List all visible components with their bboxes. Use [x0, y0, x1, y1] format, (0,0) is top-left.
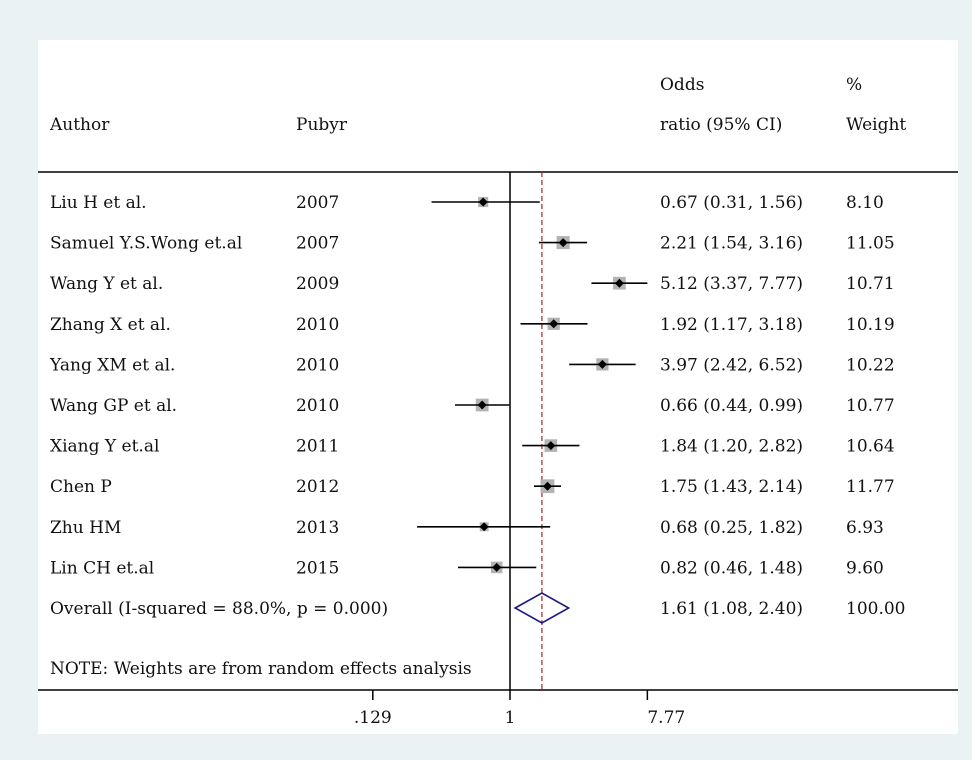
study-or-text: 0.82 (0.46, 1.48) [660, 558, 803, 578]
study-point-marker [478, 197, 488, 207]
study-or-text: 0.66 (0.44, 0.99) [660, 396, 803, 416]
study-weight: 10.22 [846, 355, 895, 375]
study-pubyr: 2009 [296, 274, 339, 294]
study-author: Wang GP et al. [50, 396, 177, 416]
study-weight: 9.60 [846, 558, 884, 578]
study-point-marker [549, 319, 559, 329]
x-tick-label: 1 [505, 708, 516, 728]
study-weight: 8.10 [846, 193, 884, 213]
x-tick-label: 7.77 [647, 708, 685, 728]
x-tick-label: .129 [354, 708, 392, 728]
study-point-marker [597, 359, 607, 369]
study-or-text: 1.92 (1.17, 3.18) [660, 315, 803, 335]
study-or-text: 2.21 (1.54, 3.16) [660, 234, 803, 254]
study-author: Chen P [50, 477, 112, 497]
header-weight-line1: % [846, 75, 862, 95]
study-author: Zhu HM [50, 518, 121, 538]
study-point-marker [477, 400, 487, 410]
study-weight: 10.77 [846, 396, 895, 416]
study-weight: 10.64 [846, 437, 895, 457]
header-or-line2: ratio (95% CI) [660, 115, 782, 135]
study-author: Wang Y et al. [50, 274, 163, 294]
header-or-line1: Odds [660, 75, 704, 95]
study-pubyr: 2007 [296, 193, 339, 213]
study-weight: 11.05 [846, 234, 895, 254]
study-pubyr: 2010 [296, 315, 339, 335]
study-or-text: 5.12 (3.37, 7.77) [660, 274, 803, 294]
study-or-text: 0.67 (0.31, 1.56) [660, 193, 803, 213]
header-pubyr: Pubyr [296, 115, 348, 135]
study-or-text: 1.75 (1.43, 2.14) [660, 477, 803, 497]
study-point-marker [546, 441, 556, 451]
study-point-marker [614, 278, 624, 288]
study-point-marker [558, 238, 568, 248]
overall-label: Overall (I-squared = 88.0%, p = 0.000) [50, 599, 388, 619]
overall-or-text: 1.61 (1.08, 2.40) [660, 599, 803, 619]
study-or-text: 1.84 (1.20, 2.82) [660, 437, 803, 457]
header-weight-line2: Weight [846, 115, 906, 135]
study-pubyr: 2007 [296, 234, 339, 254]
study-point-marker [479, 522, 489, 532]
study-pubyr: 2010 [296, 396, 339, 416]
study-author: Zhang X et al. [50, 315, 171, 335]
study-pubyr: 2010 [296, 355, 339, 375]
study-or-text: 0.68 (0.25, 1.82) [660, 518, 803, 538]
header-author: Author [49, 115, 110, 135]
weights-note: NOTE: Weights are from random effects an… [50, 659, 472, 679]
study-author: Lin CH et.al [50, 558, 154, 578]
study-or-text: 3.97 (2.42, 6.52) [660, 355, 803, 375]
overall-weight: 100.00 [846, 599, 905, 619]
study-weight: 10.19 [846, 315, 895, 335]
forest-plot: Author Pubyr Odds ratio (95% CI) % Weigh… [38, 75, 958, 728]
study-author: Liu H et al. [50, 193, 147, 213]
study-point-marker [542, 481, 552, 491]
study-pubyr: 2012 [296, 477, 339, 497]
study-point-marker [492, 562, 502, 572]
study-weight: 6.93 [846, 518, 884, 538]
study-pubyr: 2013 [296, 518, 339, 538]
study-weight: 10.71 [846, 274, 895, 294]
study-weight: 11.77 [846, 477, 895, 497]
study-author: Samuel Y.S.Wong et.al [50, 234, 242, 254]
study-pubyr: 2011 [296, 437, 339, 457]
study-author: Yang XM et al. [49, 355, 175, 375]
study-author: Xiang Y et.al [50, 437, 159, 457]
study-pubyr: 2015 [296, 558, 339, 578]
plot-panel: Author Pubyr Odds ratio (95% CI) % Weigh… [38, 40, 958, 734]
overall-diamond [513, 592, 571, 624]
